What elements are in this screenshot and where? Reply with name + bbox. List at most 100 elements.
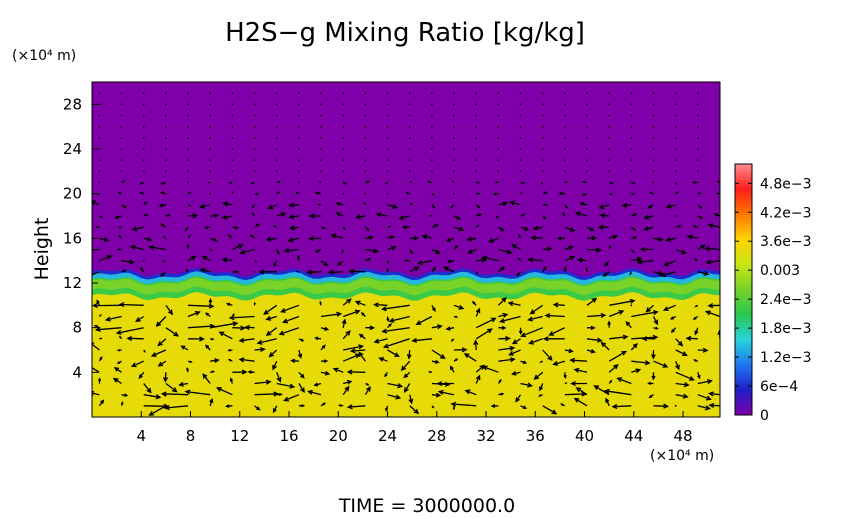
wind-vector bbox=[603, 388, 632, 396]
wind-vector bbox=[586, 148, 588, 150]
wind-vector bbox=[298, 371, 305, 379]
wind-vector bbox=[308, 236, 322, 242]
wind-vector bbox=[464, 389, 477, 396]
wind-vector bbox=[164, 148, 167, 150]
wind-vector bbox=[227, 358, 233, 362]
wind-vector bbox=[453, 315, 459, 319]
wind-vector bbox=[320, 170, 322, 173]
wind-vector bbox=[475, 213, 483, 217]
wind-vector bbox=[148, 244, 167, 251]
wind-vector bbox=[386, 159, 389, 162]
wind-vector bbox=[99, 237, 110, 243]
wind-vector bbox=[364, 170, 367, 173]
wind-vector bbox=[498, 345, 516, 351]
wind-vector bbox=[386, 267, 390, 272]
wind-vector bbox=[498, 357, 516, 363]
wind-vector bbox=[497, 296, 507, 306]
wind-vector bbox=[283, 248, 299, 254]
wind-vector bbox=[92, 342, 100, 351]
wind-vector bbox=[142, 125, 145, 128]
wind-vector bbox=[365, 180, 371, 184]
wind-vector bbox=[142, 170, 145, 173]
wind-vector bbox=[647, 204, 654, 209]
wind-vector bbox=[114, 215, 122, 220]
wind-vector bbox=[403, 259, 410, 263]
wind-vector bbox=[452, 405, 456, 411]
wind-vector bbox=[275, 136, 278, 139]
wind-vector bbox=[719, 271, 720, 272]
wind-vector bbox=[630, 92, 633, 95]
wind-vector bbox=[231, 170, 234, 173]
wind-vector bbox=[342, 330, 351, 340]
wind-vector bbox=[98, 103, 101, 106]
wind-vector bbox=[530, 235, 543, 241]
wind-vector bbox=[187, 336, 205, 342]
wind-vector bbox=[541, 136, 544, 139]
wind-vector bbox=[450, 401, 477, 407]
wind-vector bbox=[157, 360, 167, 367]
wind-vector bbox=[431, 304, 436, 313]
wind-vector bbox=[631, 309, 659, 318]
wind-vector bbox=[342, 92, 345, 95]
wind-vector bbox=[427, 370, 433, 374]
wind-vector bbox=[696, 148, 699, 150]
wind-vector bbox=[165, 304, 174, 316]
wind-vector bbox=[210, 358, 220, 363]
wind-vector bbox=[365, 257, 372, 262]
wind-vector bbox=[573, 397, 588, 407]
wind-vector bbox=[221, 214, 233, 220]
wind-vector bbox=[298, 338, 305, 342]
wind-vector bbox=[466, 236, 477, 242]
wind-vector bbox=[450, 204, 455, 209]
wind-vector bbox=[564, 245, 574, 251]
wind-vector bbox=[221, 257, 233, 263]
wind-vector bbox=[453, 92, 455, 95]
wind-vector bbox=[184, 389, 211, 396]
wind-vector bbox=[406, 349, 412, 360]
wind-vector bbox=[342, 125, 345, 128]
wind-vector bbox=[475, 148, 478, 150]
wind-vector bbox=[187, 92, 189, 95]
wind-vector bbox=[403, 383, 411, 393]
y-tick-label: 24 bbox=[63, 140, 82, 158]
wind-vector bbox=[475, 136, 478, 139]
wind-vector bbox=[608, 159, 611, 162]
wind-vector bbox=[297, 148, 300, 150]
wind-vector bbox=[275, 92, 278, 95]
wind-vector bbox=[317, 203, 322, 206]
colorbar-tick-label: 6e−4 bbox=[760, 379, 798, 395]
wind-vector bbox=[652, 103, 655, 106]
wind-vector bbox=[118, 226, 122, 229]
wind-vector bbox=[116, 360, 122, 364]
wind-vector bbox=[498, 325, 507, 330]
wind-vector bbox=[320, 136, 322, 139]
wind-vector bbox=[118, 235, 123, 239]
wind-vector bbox=[630, 249, 635, 254]
wind-vector bbox=[272, 360, 278, 371]
wind-vector bbox=[365, 235, 374, 240]
wind-vector bbox=[586, 170, 588, 173]
wind-vector bbox=[518, 233, 522, 239]
wind-vector bbox=[608, 379, 613, 384]
wind-vector bbox=[586, 312, 607, 319]
wind-vector bbox=[342, 103, 345, 106]
wind-vector bbox=[288, 214, 299, 220]
wind-vector bbox=[563, 125, 566, 128]
wind-vector bbox=[708, 402, 720, 408]
wind-vector bbox=[164, 170, 167, 173]
wind-vector bbox=[605, 397, 610, 407]
wind-vector bbox=[205, 312, 211, 318]
wind-vector bbox=[586, 92, 588, 95]
wind-vector bbox=[386, 136, 389, 139]
wind-vector bbox=[697, 244, 706, 251]
y-unit-label: (×10⁴ m) bbox=[12, 48, 76, 64]
wind-vector bbox=[564, 255, 576, 262]
wind-vector bbox=[541, 125, 544, 128]
wind-vector bbox=[675, 338, 684, 347]
wind-vector bbox=[442, 266, 455, 273]
colorbar: 0 6e−4 1.2e−3 1.8e−3 2.4e−3 0.003 3.6e−3 4.2e−3… bbox=[734, 163, 812, 424]
wind-vector bbox=[453, 358, 459, 362]
wind-vector bbox=[387, 382, 404, 389]
wind-vector bbox=[519, 170, 522, 173]
wind-vector bbox=[542, 336, 565, 342]
